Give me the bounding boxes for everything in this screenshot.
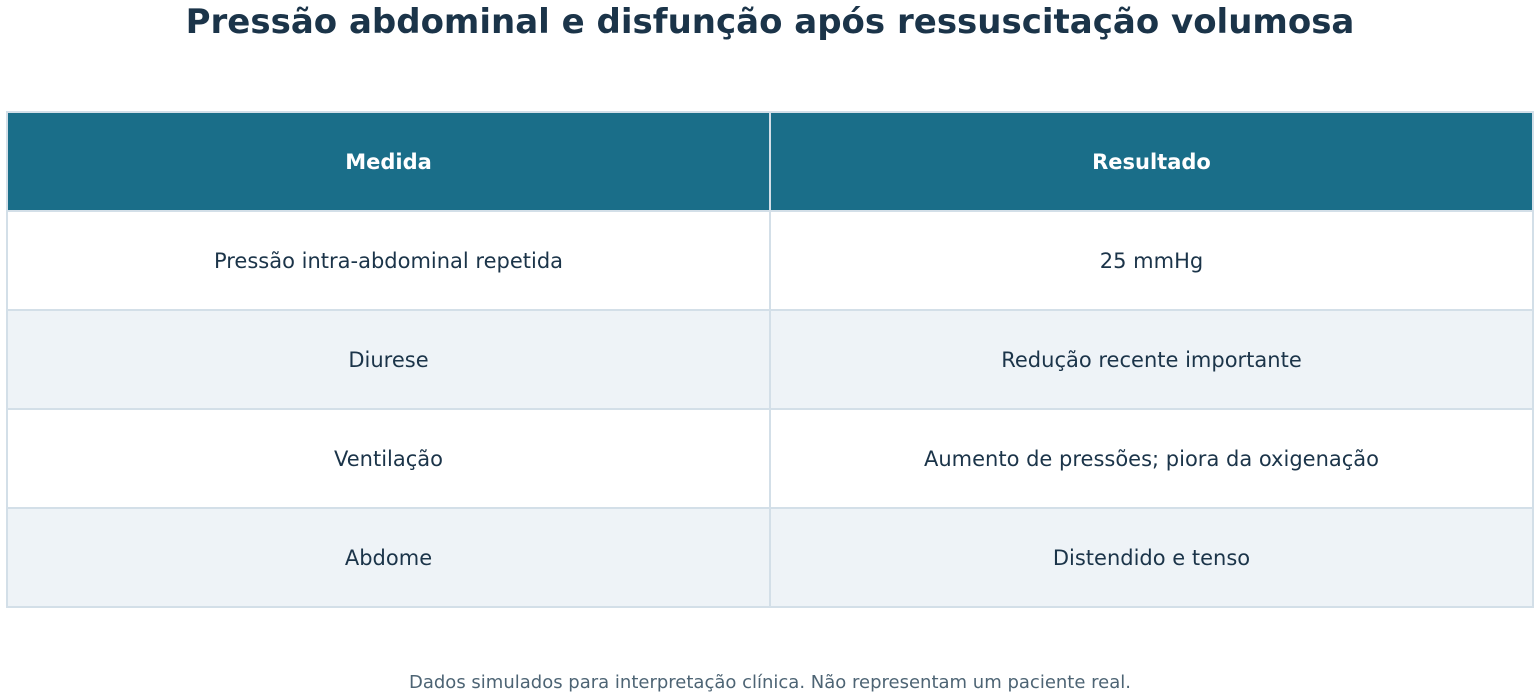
table-cell: Distendido e tenso <box>769 507 1534 608</box>
table-cell: Ventilação <box>6 408 771 509</box>
table-cell: Diurese <box>6 309 771 410</box>
column-header: Resultado <box>769 111 1534 212</box>
table-cell: Aumento de pressões; piora da oxigenação <box>769 408 1534 509</box>
table-cell: Redução recente importante <box>769 309 1534 410</box>
table-row: Diurese Redução recente importante <box>6 309 1534 410</box>
table-row: Abdome Distendido e tenso <box>6 507 1534 608</box>
footnote: Dados simulados para interpretação clíni… <box>408 672 1131 693</box>
title: Pressão abdominal e disfunção após ressu… <box>185 2 1355 42</box>
table-cell: Abdome <box>6 507 771 608</box>
table-row: Ventilação Aumento de pressões; piora da … <box>6 408 1534 509</box>
data-table: Medida Resultado Pressão intra-abdominal … <box>6 111 1534 608</box>
table-cell: 25 mmHg <box>769 210 1534 311</box>
column-header: Medida <box>6 111 771 212</box>
table-row: Pressão intra-abdominal repetida 25 mmHg <box>6 210 1534 311</box>
table-cell: Pressão intra-abdominal repetida <box>6 210 771 311</box>
